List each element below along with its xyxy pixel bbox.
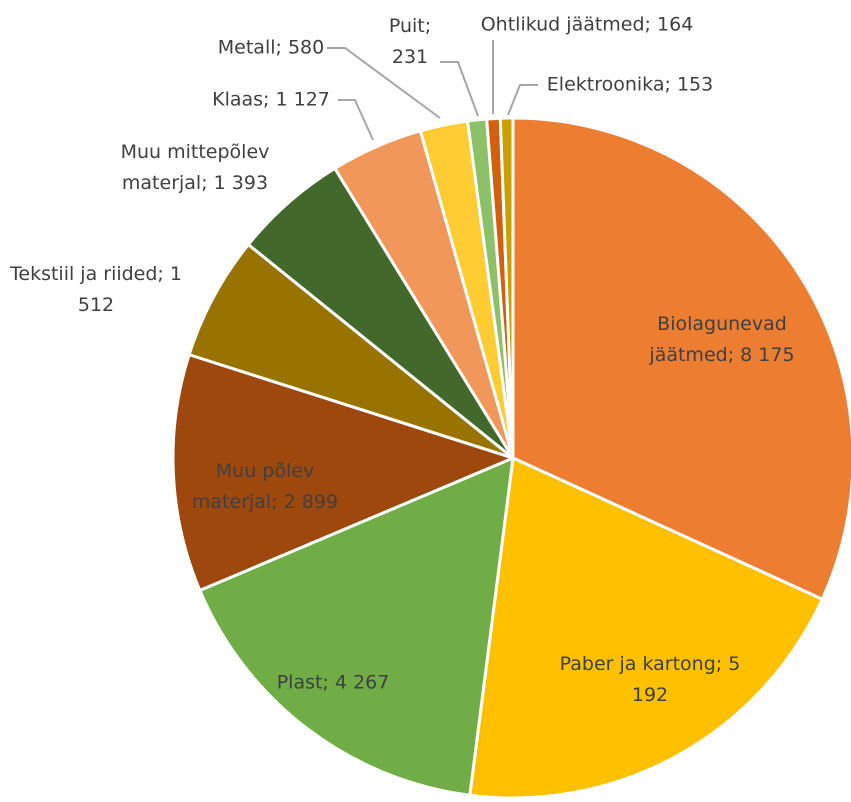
value-label: 1 127 [275, 88, 330, 111]
value-label: 231 [391, 46, 429, 68]
leader-line [507, 84, 538, 116]
pie-slice [468, 456, 824, 800]
data-label: Muu mittepõlev materjal; 1 393 [105, 137, 285, 199]
category-label: Klaas; [212, 88, 270, 111]
data-label: Plast; 4 267 [233, 668, 433, 699]
data-label: Metall; 580 [196, 33, 346, 64]
leader-line [338, 99, 374, 141]
category-label: Muu põlev materjal; [191, 460, 315, 513]
value-label: 580 [287, 36, 325, 59]
pie-slice [198, 456, 515, 797]
data-label: Klaas; 1 127 [196, 85, 346, 116]
value-label: 1 512 [77, 263, 182, 316]
pie-slice [171, 353, 515, 592]
category-label: Paber ja kartong; [559, 653, 723, 675]
pie-slice [187, 243, 515, 460]
category-label: Ohtlikud jäätmed; [480, 13, 651, 36]
leader-line [440, 61, 479, 117]
category-label: Tekstiil ja riided; [10, 263, 164, 285]
value-label: 153 [676, 73, 714, 96]
leader-line [327, 47, 441, 119]
value-label: 2 899 [283, 491, 339, 513]
data-label: Elektroonika; 153 [530, 70, 730, 101]
value-label: 5 192 [631, 653, 741, 706]
value-label: 4 267 [334, 671, 390, 694]
value-label: 1 393 [213, 172, 269, 194]
pie-slice [498, 116, 515, 460]
value-label: 8 175 [740, 344, 795, 366]
data-label: Biolagunevad jäätmed; 8 175 [637, 309, 807, 371]
category-label: Plast; [276, 671, 329, 694]
pie-slice [511, 116, 851, 601]
data-label: Paber ja kartong; 5 192 [555, 649, 745, 711]
category-label: Puit; [388, 15, 432, 37]
data-label: Puit; 231 [380, 11, 440, 73]
category-label: Muu mittepõlev materjal; [120, 141, 270, 194]
data-label: Ohtlikud jäätmed; 164 [437, 10, 737, 41]
data-label: Muu põlev materjal; 2 899 [190, 456, 340, 518]
value-label: 164 [657, 13, 694, 36]
category-label: Metall; [217, 36, 282, 59]
pie [171, 116, 851, 800]
data-label: Tekstiil ja riided; 1 512 [1, 259, 191, 321]
category-label: Biolagunevad jäätmed; [649, 313, 787, 366]
category-label: Elektroonika; [546, 73, 671, 96]
